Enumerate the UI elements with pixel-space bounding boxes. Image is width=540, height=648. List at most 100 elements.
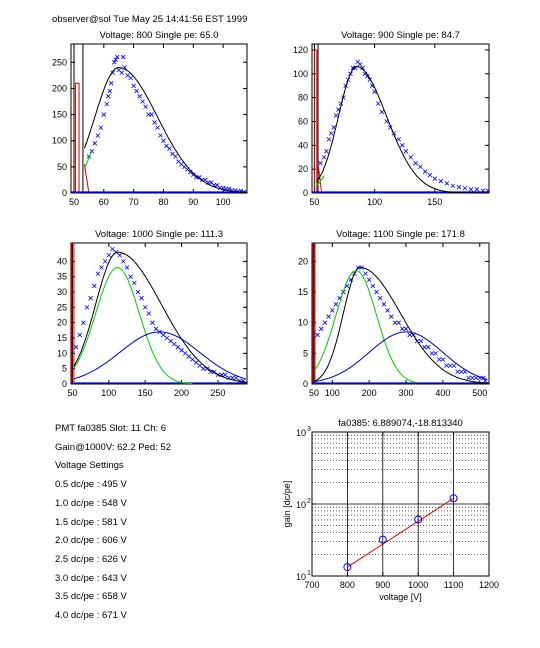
- data-point: [381, 302, 387, 307]
- y-tick-label: 25: [57, 302, 67, 312]
- data-point: [366, 277, 372, 283]
- data-point: [135, 289, 141, 295]
- y-tick-label: 0: [303, 188, 308, 198]
- data-point-stroke: [88, 295, 93, 301]
- x-tick-label: 1200: [479, 580, 499, 590]
- multi-pe-gaussian: [314, 331, 488, 383]
- info-line-pmt: PMT fa0385 Slot: 11 Ch: 6: [55, 423, 167, 434]
- data-point: [400, 326, 405, 332]
- data-point-stroke: [328, 131, 334, 136]
- data-point: [110, 246, 115, 252]
- data-point-stroke: [363, 271, 368, 276]
- data-point: [146, 311, 152, 316]
- data-point: [418, 338, 424, 344]
- data-point: [407, 332, 413, 338]
- plot-area: [312, 44, 489, 193]
- data-point-stroke: [241, 378, 246, 384]
- plot-area: [343, 494, 458, 572]
- data-point-stroke: [324, 148, 329, 154]
- data-point-stroke: [222, 372, 228, 378]
- data-point: [182, 351, 188, 356]
- y-tick-label: 200: [52, 83, 67, 93]
- data-point-stroke: [455, 369, 460, 375]
- data-point: [326, 137, 332, 142]
- data-point: [318, 160, 323, 166]
- data-point: [193, 360, 199, 365]
- data-point-stroke: [381, 302, 387, 307]
- data-point-stroke: [124, 265, 130, 270]
- data-point: [175, 344, 181, 350]
- data-point: [117, 252, 123, 258]
- data-point-stroke: [179, 161, 184, 167]
- data-point: [77, 332, 83, 338]
- data-point: [485, 188, 489, 193]
- chart-3: Voltage: 1000 Single pe: 111.350 100 150 20…: [57, 229, 248, 398]
- data-point-stroke: [95, 133, 101, 138]
- data-point-stroke: [139, 295, 144, 301]
- data-point: [124, 265, 130, 270]
- data-point: [396, 320, 401, 325]
- data-point-stroke: [110, 246, 115, 252]
- y-tick-label: 10: [296, 572, 306, 582]
- data-point-stroke: [119, 70, 124, 76]
- data-point: [99, 265, 104, 270]
- data-point: [137, 93, 142, 99]
- y-tick-label: 10: [296, 500, 306, 510]
- fit-curve: [83, 66, 247, 193]
- data-point-stroke: [318, 326, 324, 332]
- data-point-stroke: [104, 101, 110, 107]
- data-point-stroke: [170, 151, 175, 157]
- data-point-stroke: [106, 93, 111, 99]
- data-point: [429, 351, 435, 356]
- data-point-stroke: [120, 54, 126, 60]
- data-point-stroke: [447, 363, 453, 368]
- data-point-stroke: [387, 125, 393, 130]
- x-tick-label: 200: [174, 388, 189, 398]
- data-point: [142, 305, 148, 310]
- y-tick-label: 15: [57, 333, 67, 343]
- data-point: [403, 148, 409, 154]
- chart-2: Voltage: 900 Single pe: 84.7 50 100 150 0 20 4…: [293, 30, 490, 207]
- data-point-stroke: [193, 360, 199, 365]
- data-point-stroke: [125, 73, 130, 78]
- gain-point: [414, 515, 423, 524]
- info-line-gain: Gain@1000V: 62.2 Ped: 52: [55, 441, 171, 453]
- data-point-stroke: [89, 148, 95, 154]
- data-point: [357, 61, 363, 67]
- y-tick-exponent: 2: [307, 498, 311, 505]
- y-tick-label: 35: [57, 272, 67, 282]
- data-point: [455, 369, 460, 375]
- axes-box: [311, 43, 490, 194]
- data-point-stroke: [73, 344, 79, 350]
- data-point: [102, 259, 108, 264]
- data-point: [326, 314, 331, 319]
- data-point-stroke: [377, 295, 383, 301]
- data-point: [143, 104, 148, 110]
- pmt-info-panel: PMT fa0385 Slot: 11 Ch: 6 Gain@1000V: 62…: [55, 420, 171, 626]
- data-point: [95, 271, 101, 276]
- x-tick-label: 200: [362, 388, 377, 398]
- axes-box: [70, 242, 248, 385]
- data-point: [89, 148, 95, 154]
- data-point: [324, 148, 329, 154]
- y-tick-label: 100: [52, 136, 67, 146]
- data-point: [111, 60, 117, 65]
- x-tick-label: 900: [375, 580, 390, 590]
- data-point-stroke: [355, 59, 361, 65]
- data-point-stroke: [400, 326, 405, 332]
- fit-curve: [73, 251, 247, 383]
- data-point: [436, 357, 442, 362]
- data-point-stroke: [344, 283, 350, 289]
- data-point: [91, 283, 97, 289]
- data-point-stroke: [107, 88, 113, 94]
- data-point-stroke: [392, 320, 398, 325]
- multi-pe-gaussian: [73, 331, 246, 380]
- data-point-stroke: [477, 375, 483, 381]
- data-point: [459, 369, 464, 375]
- y-tick-label: 0: [62, 188, 67, 198]
- data-point-stroke: [211, 369, 217, 375]
- data-point-stroke: [81, 320, 86, 325]
- info-line-setting: 1.5 dc/pe : 581 V: [55, 516, 127, 528]
- data-point-stroke: [462, 185, 468, 191]
- data-point: [438, 178, 444, 184]
